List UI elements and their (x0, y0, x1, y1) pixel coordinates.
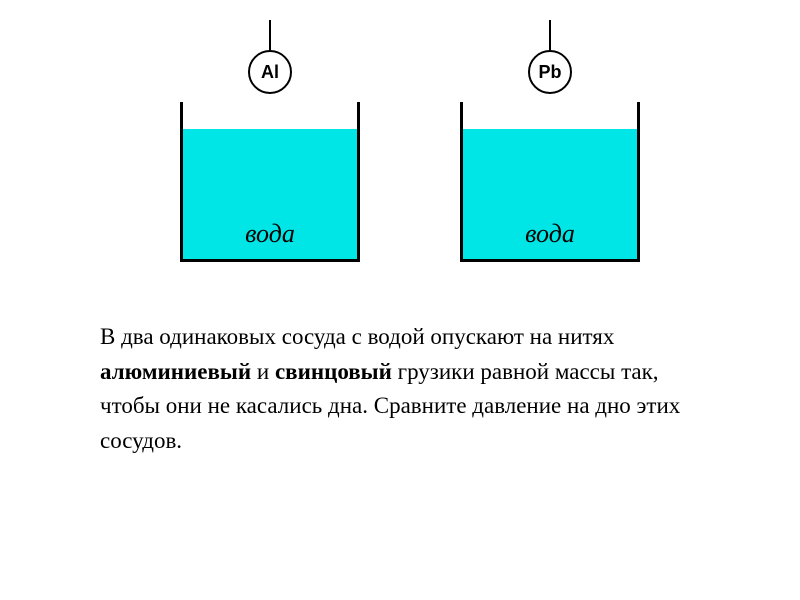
water-label-2: вода (525, 219, 575, 249)
ball-label-1: Al (261, 62, 279, 83)
vessel-wall (637, 102, 640, 262)
text-bold2: свинцовый (275, 359, 392, 384)
vessel-wall (460, 259, 640, 262)
vessel-unit-1: Al вода (170, 20, 370, 270)
water-2: вода (463, 129, 637, 259)
diagram-area: Al вода Pb вода (170, 20, 650, 270)
water-1: вода (183, 129, 357, 259)
water-label-1: вода (245, 219, 295, 249)
ball-lead: Pb (528, 50, 572, 94)
thread-1 (269, 20, 271, 52)
ball-aluminium: Al (248, 50, 292, 94)
text-part1: В два одинаковых сосуда с водой опускают… (100, 324, 614, 349)
vessel-wall (357, 102, 360, 262)
vessel-2: вода (460, 102, 640, 262)
vessel-wall (180, 259, 360, 262)
thread-2 (549, 20, 551, 52)
text-part2: и (251, 359, 275, 384)
vessel-unit-2: Pb вода (450, 20, 650, 270)
question-text: В два одинаковых сосуда с водой опускают… (100, 320, 700, 458)
ball-label-2: Pb (538, 62, 561, 83)
text-bold1: алюминиевый (100, 359, 251, 384)
vessel-1: вода (180, 102, 360, 262)
